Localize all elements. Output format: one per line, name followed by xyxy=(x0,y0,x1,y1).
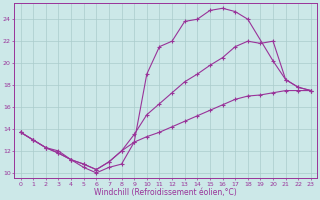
X-axis label: Windchill (Refroidissement éolien,°C): Windchill (Refroidissement éolien,°C) xyxy=(94,188,237,197)
